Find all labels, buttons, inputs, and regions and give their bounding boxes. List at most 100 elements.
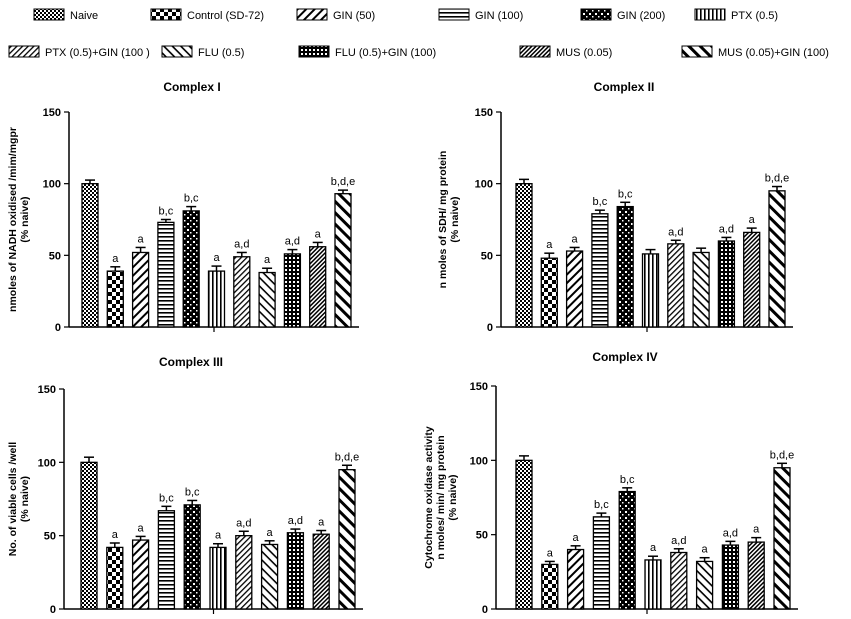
bar [773,467,791,610]
legend-item: FLU (0.5) [161,45,244,59]
legend-label: PTX (0.5)+GIN (100 ) [45,47,150,59]
bar [515,183,533,328]
bar [209,546,227,610]
data-label: a [213,252,220,264]
bar [591,213,609,328]
y-axis-label-line: (% naive) [19,476,31,522]
bar [106,270,124,328]
legend-swatch [519,45,551,58]
data-label: b,c [184,193,199,205]
data-label: a,d [234,238,249,250]
data-label: a [749,214,756,226]
bar [207,270,226,328]
bar [641,253,660,328]
legend-label: GIN (100) [475,10,523,22]
data-label: a [572,233,579,245]
y-tick-label: 100 [475,179,493,191]
legend-label: Naive [70,10,98,22]
bar [541,563,559,610]
legend-label: GIN (200) [617,10,665,22]
y-axis-label: Cytochrome oxidase activity n moles/ min/… [423,426,459,569]
data-label: b,c [620,474,635,486]
data-label: a [546,239,553,251]
chart-panel: Complex IV 0 50 100 150 Cytochrome oxidase ac… [423,350,798,616]
legend-swatch [694,8,726,21]
data-label: a [215,530,222,542]
legend-swatch [296,8,328,21]
data-label: a [702,544,709,556]
data-label: a [650,542,657,554]
data-label: a [267,527,274,539]
bar [747,541,765,610]
data-label: b,d,e [335,451,359,463]
y-axis-label-line: n moles of SDH/ mg protein [437,151,449,289]
data-label: a [112,529,119,541]
bar [768,190,786,328]
data-label: a [315,228,322,240]
bar [260,543,279,610]
legend-label: PTX (0.5) [731,10,778,22]
y-tick-label: 100 [43,179,61,191]
legend-item: PTX (0.5)+GIN (100 ) [8,45,150,59]
chart-title: Complex IV [592,350,657,364]
data-label: a [573,532,580,544]
bar [644,559,662,610]
legend-label: MUS (0.05)+GIN (100) [718,47,829,59]
bar [182,210,200,328]
bar [565,250,584,328]
bar [309,246,327,328]
bar [312,533,330,610]
y-axis-label-line: Cytochrome oxidase activity [423,426,435,569]
data-label: a,d [668,226,683,238]
bar [81,183,99,328]
bar [334,193,352,328]
legend-label: MUS (0.05) [556,47,612,59]
bar [618,490,636,610]
y-tick-label: 150 [475,107,493,119]
legend-swatch [161,45,193,58]
y-tick-label: 100 [38,457,56,469]
legend-swatch [681,45,713,58]
bar [157,221,175,328]
legend-swatch [298,45,330,58]
chart-title: Complex III [159,355,223,369]
legend-item: GIN (200) [580,8,665,22]
bar [721,544,740,610]
bar [233,256,251,328]
y-tick-label: 0 [55,322,61,334]
bar [667,243,685,328]
data-label: b,d,e [765,173,789,185]
data-label: a [138,233,145,245]
data-label: a [318,517,325,529]
bar [157,510,176,610]
y-axis-label: n moles of SDH/ mg protein (% naive) [437,151,461,289]
data-label: b,c [594,499,609,511]
data-label: a,d [723,527,738,539]
legend-swatch [150,8,182,21]
legend-swatch [580,8,612,21]
y-tick-label: 150 [38,384,56,396]
y-tick-label: 50 [476,530,488,542]
bar [717,240,736,328]
data-label: a [264,254,271,266]
y-tick-label: 50 [49,250,61,262]
bar [695,560,714,610]
bar [743,231,761,328]
data-label: a,d [671,535,686,547]
y-axis-label: No. of viable cells /well (% naive) [7,442,31,556]
legend-item: GIN (100) [438,8,523,22]
bar [183,504,201,610]
chart-panel: Complex II 0 50 100 150 n moles of SDH/ mg pr… [437,80,793,334]
legend-item: MUS (0.05) [519,45,612,59]
bar [283,253,302,328]
bar [670,551,688,610]
bar [258,271,276,328]
bar [566,548,585,610]
data-label: b,d,e [770,449,794,461]
chart-title: Complex I [163,80,220,94]
y-axis-label-line: nmoles of NADH oxidised /mim/mgpr [7,127,19,312]
data-label: a [138,522,145,534]
legend-swatch [33,8,65,21]
legend-item: Control (SD-72) [150,8,264,22]
data-label: a,d [285,236,300,248]
